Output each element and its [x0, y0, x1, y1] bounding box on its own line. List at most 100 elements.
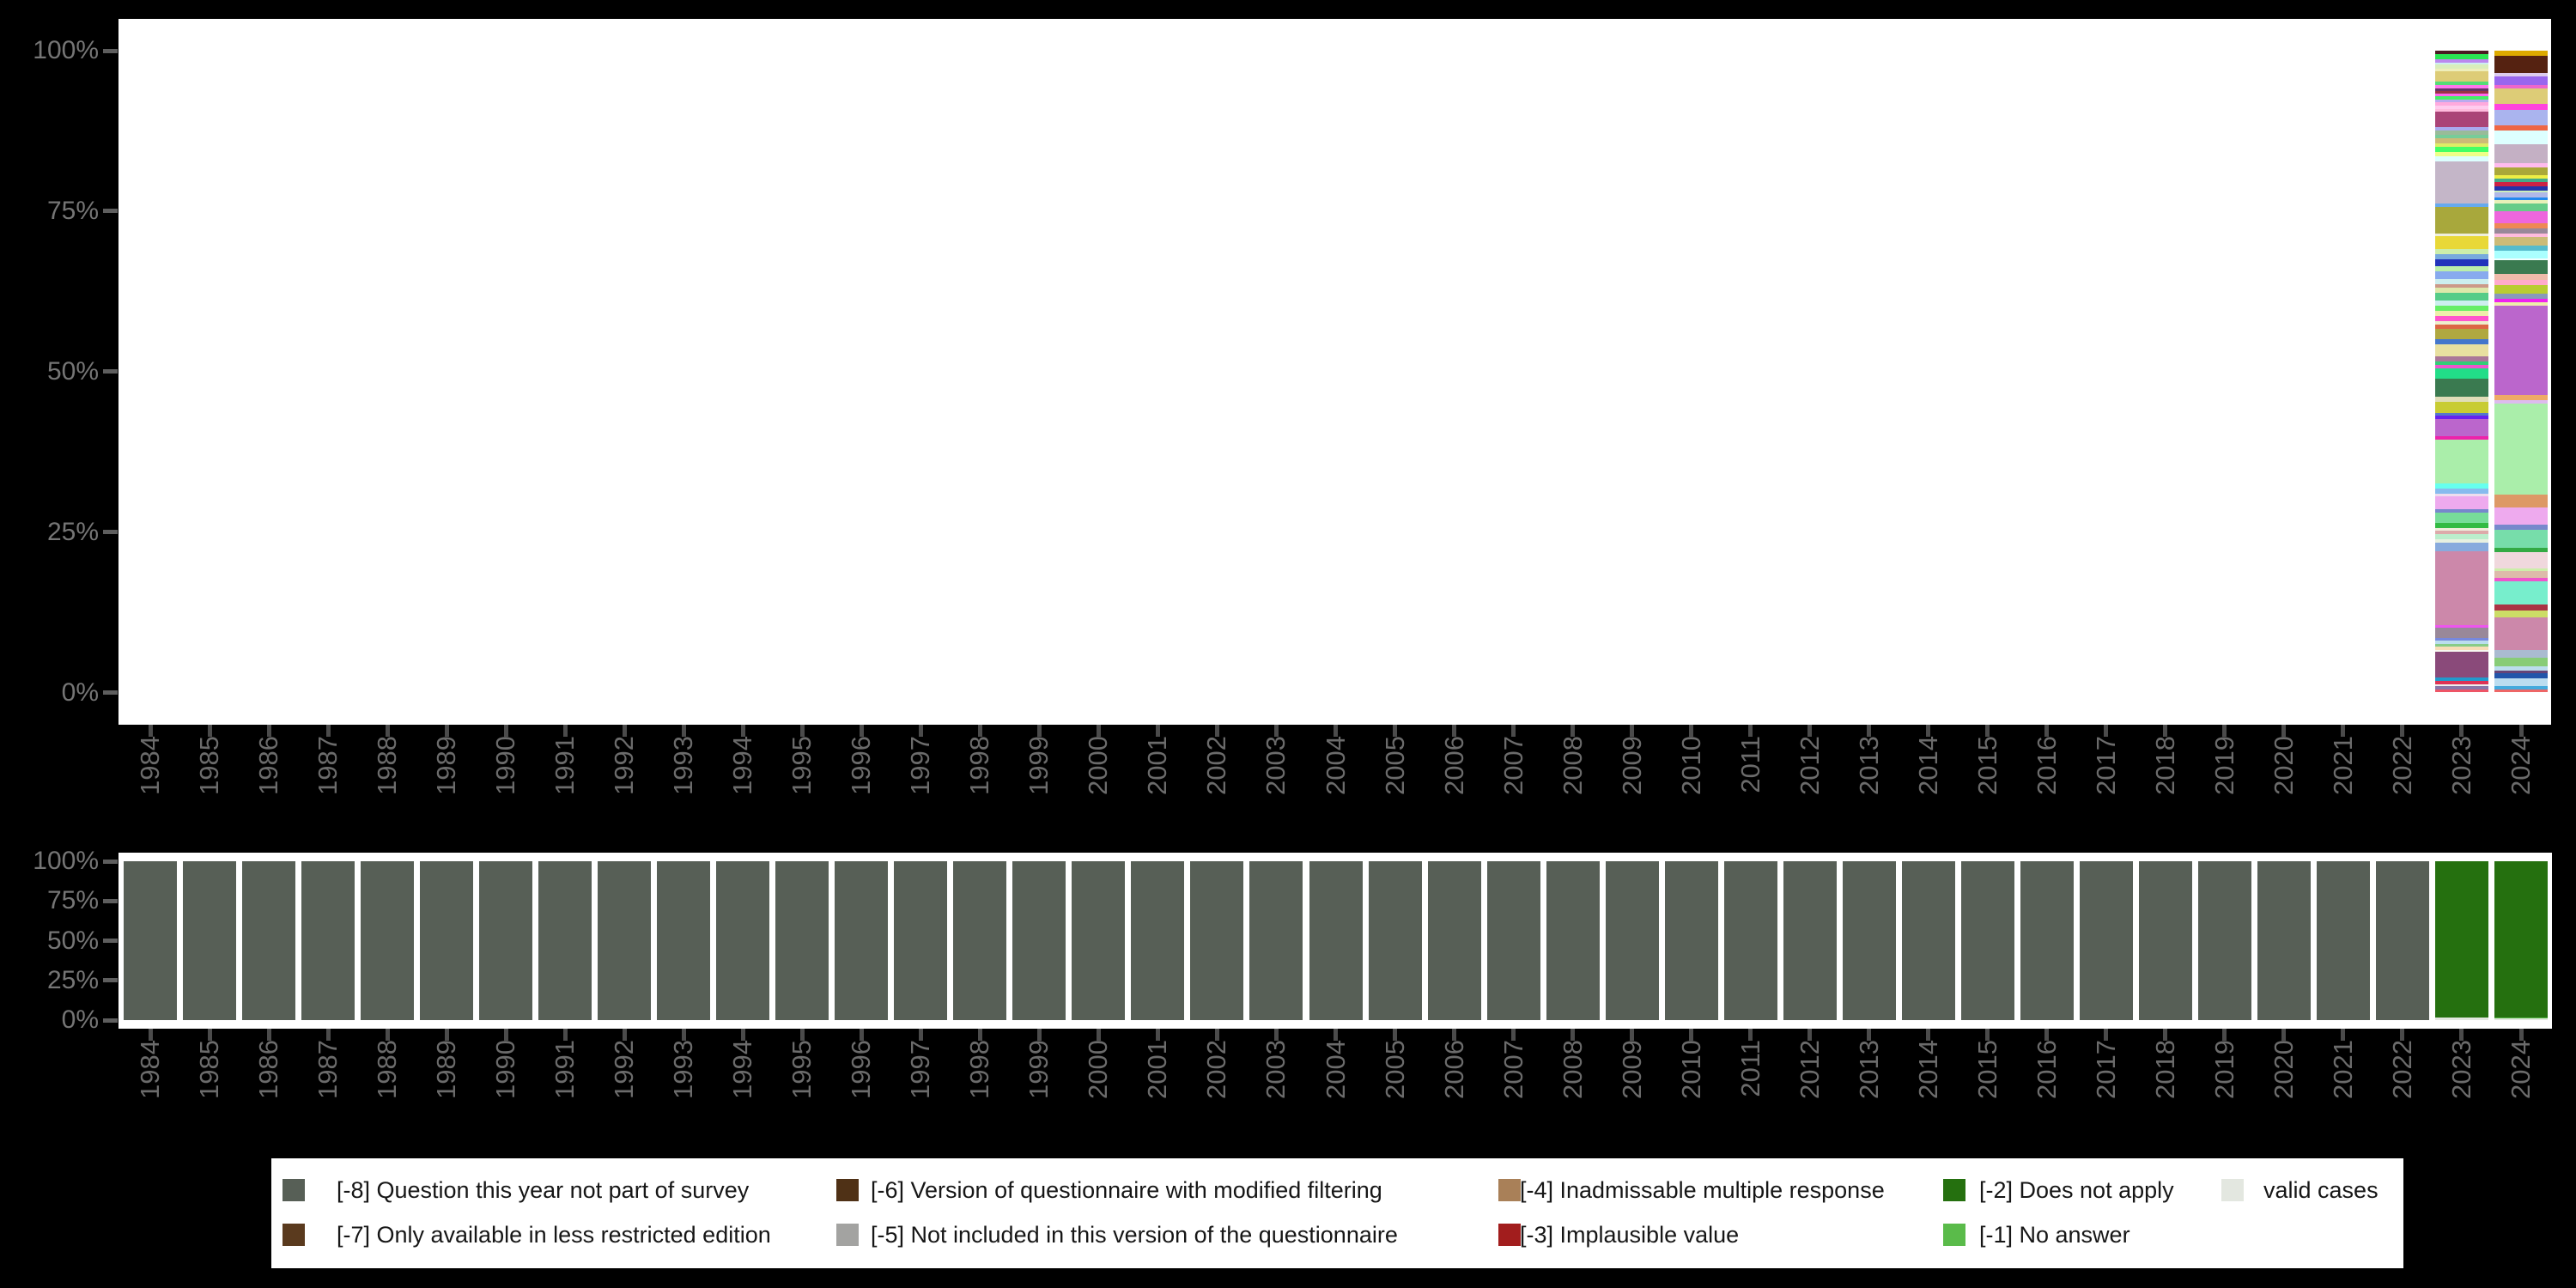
bar-segment: [2434, 493, 2488, 497]
bar-segment: [2434, 71, 2488, 82]
x-tick-mark: [2518, 1029, 2524, 1041]
bar-segment: [2494, 110, 2548, 126]
bar-segment: [538, 861, 592, 1020]
bar-segment: [2434, 236, 2488, 250]
x-tick-label-text: 1985: [194, 1040, 225, 1099]
bar-segment: [2434, 527, 2488, 532]
bar-segment: [2434, 522, 2488, 528]
x-tick-label-text: 2023: [2445, 736, 2476, 795]
bar-segment: [2434, 259, 2488, 267]
bar-segment: [1842, 861, 1896, 1020]
x-tick-mark: [681, 725, 686, 737]
legend-swatch--1: [1943, 1224, 1965, 1246]
missing-bar-2005: [1368, 861, 1422, 1020]
y-tick-mark: [103, 690, 118, 695]
bar-segment: [2494, 673, 2548, 678]
bar-segment: [2494, 551, 2548, 568]
missing-bar-1984: [124, 861, 177, 1020]
missing-bar-1986: [242, 861, 296, 1020]
x-tick-label-text: 2009: [1616, 1040, 1647, 1099]
x-tick-mark: [385, 1029, 390, 1041]
x-tick-label-text: 2003: [1261, 736, 1291, 795]
missing-bar-1985: [183, 861, 237, 1020]
x-tick-mark: [385, 725, 390, 737]
missing-bar-2020: [2257, 861, 2311, 1020]
bar-segment: [2494, 617, 2548, 651]
missing-bar-2012: [1783, 861, 1837, 1020]
bar-segment: [2494, 690, 2548, 693]
missing-bar-2000: [1072, 861, 1126, 1020]
x-tick-label-text: 2008: [1557, 1040, 1588, 1099]
x-tick-label-text: 2020: [2268, 736, 2299, 795]
missing-bar-2004: [1309, 861, 1363, 1020]
bar-segment: [2434, 64, 2488, 70]
bar-segment: [2494, 666, 2548, 671]
bar-segment: [1960, 861, 2014, 1020]
bar-segment: [2434, 412, 2488, 416]
missing-bar-1993: [657, 861, 711, 1020]
bar-segment: [2434, 301, 2488, 307]
bar-segment: [1249, 861, 1303, 1020]
x-tick-label-text: 1999: [1024, 1040, 1054, 1099]
bar-segment: [1783, 861, 1837, 1020]
legend-label--1: [-1] No answer: [1979, 1222, 2130, 1248]
bar-segment: [2434, 112, 2488, 127]
bar-segment: [2434, 62, 2488, 64]
bar-segment: [2494, 279, 2548, 285]
bar-segment: [2494, 677, 2548, 687]
missing-bar-1991: [538, 861, 592, 1020]
bar-segment: [2434, 266, 2488, 271]
missing-bar-1990: [479, 861, 533, 1020]
bar-segment: [301, 861, 355, 1020]
x-tick-label-text: 1986: [253, 736, 284, 795]
x-tick-label-text: 1996: [846, 1040, 877, 1099]
top-plot-panel: [118, 19, 2551, 725]
bar-segment: [2494, 178, 2548, 182]
bar-segment: [2434, 681, 2488, 684]
y-tick-label: 25%: [46, 965, 99, 994]
x-tick-label-text: 1992: [609, 1040, 640, 1099]
x-tick-mark: [2044, 1029, 2050, 1041]
x-tick-mark: [1334, 1029, 1338, 1041]
bar-segment: [2434, 249, 2488, 255]
x-tick-mark: [1214, 725, 1219, 737]
bar-segment: [2494, 125, 2548, 131]
missing-bar-2009: [1605, 861, 1659, 1020]
x-tick-label-text: 2016: [2031, 736, 2062, 795]
bar-segment: [2494, 578, 2548, 581]
bar-segment: [2434, 156, 2488, 161]
x-tick-label-text: 2009: [1616, 736, 1647, 795]
bar-segment: [657, 861, 711, 1020]
bar-segment: [2434, 329, 2488, 339]
bar-segment: [2434, 143, 2488, 148]
bar-segment: [2434, 689, 2488, 692]
x-tick-mark: [681, 1029, 686, 1041]
missing-bar-1987: [301, 861, 355, 1020]
x-tick-mark: [1748, 1029, 1753, 1041]
bar-segment: [2434, 53, 2488, 59]
y-tick-label: 100%: [33, 36, 99, 64]
legend-swatch-valid: [2221, 1179, 2244, 1201]
y-tick-label: 25%: [46, 517, 99, 546]
x-tick-mark: [1630, 1029, 1635, 1041]
x-tick-mark: [918, 1029, 923, 1041]
bar-segment: [2434, 488, 2488, 494]
bar-segment: [2434, 416, 2488, 420]
x-tick-label-text: 2010: [1675, 736, 1706, 795]
x-tick-mark: [859, 1029, 864, 1041]
bar-segment: [2494, 223, 2548, 228]
bar-segment: [2494, 570, 2548, 579]
bar-segment: [2434, 1018, 2488, 1020]
missing-bar-2007: [1486, 861, 1540, 1020]
x-tick-mark: [2341, 1029, 2346, 1041]
x-tick-label-text: 2007: [1498, 736, 1528, 795]
bar-segment: [2434, 531, 2488, 535]
bar-segment: [1901, 861, 1955, 1020]
x-tick-label-text: 2002: [1201, 736, 1232, 795]
bar-segment: [2494, 404, 2548, 495]
bar-segment: [2494, 260, 2548, 274]
bar-segment: [2494, 284, 2548, 294]
bar-segment: [361, 861, 415, 1020]
x-tick-label-text: 2021: [2327, 1040, 2358, 1099]
